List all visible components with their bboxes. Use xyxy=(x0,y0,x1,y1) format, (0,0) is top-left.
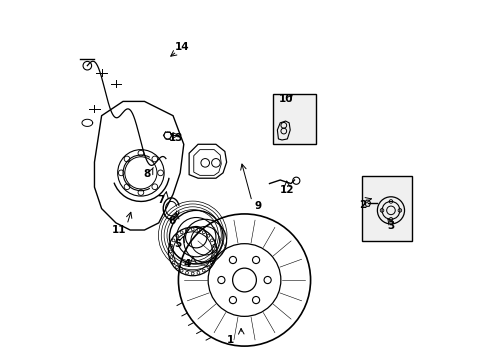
Text: 4: 4 xyxy=(183,259,191,269)
Text: 5: 5 xyxy=(173,239,181,249)
Text: 12: 12 xyxy=(279,185,293,195)
Text: 2: 2 xyxy=(358,200,365,210)
Text: 13: 13 xyxy=(168,133,183,143)
Text: 6: 6 xyxy=(168,216,176,226)
Text: 9: 9 xyxy=(254,201,261,211)
FancyBboxPatch shape xyxy=(272,94,315,144)
Text: 7: 7 xyxy=(157,195,164,204)
Text: 8: 8 xyxy=(143,168,151,179)
Text: 11: 11 xyxy=(111,225,126,235)
FancyBboxPatch shape xyxy=(362,176,411,241)
Text: 14: 14 xyxy=(174,42,189,52)
Text: 10: 10 xyxy=(279,94,293,104)
Text: 3: 3 xyxy=(386,221,394,231)
Text: 1: 1 xyxy=(226,335,233,345)
